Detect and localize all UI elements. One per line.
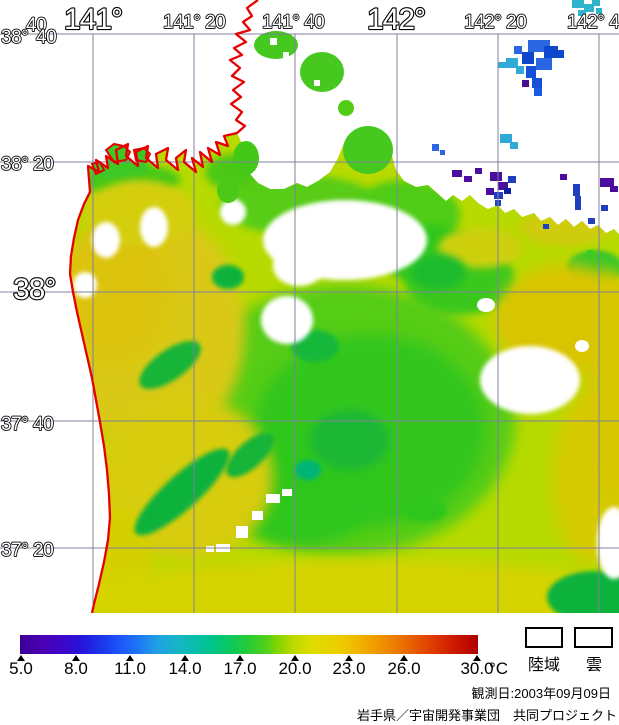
sea-color-blobs <box>70 154 619 613</box>
lon-label-142: 142° <box>367 3 425 36</box>
legend-swatch-land <box>525 627 563 648</box>
lat-labels: 40 38° 40 38° 20 38° 37° 40 37° 20 <box>0 14 57 562</box>
colorbar-tick-marker <box>72 655 80 661</box>
cloud-holes <box>73 199 619 579</box>
legend-label-cloud: 雲 <box>585 657 603 674</box>
colorbar-tick-marker <box>473 655 481 661</box>
colorbar-tick-label: 5.0 <box>9 659 33 678</box>
coastline <box>68 0 259 614</box>
colorbar-tick-label: 17.0 <box>223 659 257 678</box>
credit-line: 岩手県／宇宙開発事業団 共同プロジェクト <box>356 708 617 723</box>
lat-corner-min-upper: 40 <box>26 15 46 36</box>
lon-label-141-20: 141° 20 <box>163 12 225 33</box>
lat-corner-deg: 38° <box>1 27 28 48</box>
legend-area: 5.0 8.0 11.0 14.0 17.0 20.0 23.0 26.0 30… <box>0 613 619 725</box>
colorbar-tick-label: 11.0 <box>114 659 146 678</box>
sst-map-canvas: 141° 141° 20 141° 40 142° 142° 20 142° 4… <box>0 0 619 614</box>
lon-label-141-40: 141° 40 <box>262 12 324 33</box>
lat-label-37-20: 37° 20 <box>1 540 53 561</box>
graticule <box>0 33 619 613</box>
legend-label-land: 陸域 <box>527 657 561 674</box>
colorbar-tick-label: 14.0 <box>168 659 202 678</box>
colorbar-tick-marker <box>181 655 189 661</box>
lon-label-142-40: 142° 40 <box>567 12 619 33</box>
temperature-colorbar <box>20 635 478 654</box>
colorbar-tick-label: 23.0 <box>332 659 366 678</box>
colorbar-tick-marker <box>400 655 408 661</box>
observation-date: 観測日:2003年09月09日 <box>471 686 611 701</box>
colorbar-tick-marker <box>291 655 299 661</box>
lat-label-37-40: 37° 40 <box>1 414 53 435</box>
colorbar-tick-marker <box>345 655 353 661</box>
colorbar-tick-marker <box>236 655 244 661</box>
lat-label-38-20: 38° 20 <box>1 154 53 175</box>
colorbar-tick-label: 26.0 <box>387 659 421 678</box>
colorbar-tick-label: 8.0 <box>64 659 88 678</box>
lat-label-38: 38° <box>13 273 55 306</box>
colorbar-tick-marker <box>126 655 134 661</box>
colorbar-unit-label: °C <box>489 659 509 678</box>
colorbar-tick-label: 20.0 <box>278 659 312 678</box>
lat-corner-min: 40 <box>36 27 56 48</box>
lon-label-142-20: 142° 20 <box>464 12 526 33</box>
colorbar-tick-label: 30.0 <box>460 659 494 678</box>
lon-labels: 141° 141° 20 141° 40 142° 142° 20 142° 4… <box>63 2 619 37</box>
colorbar-tick-marker <box>17 655 25 661</box>
legend-swatch-cloud <box>574 627 613 648</box>
lon-label-141: 141° <box>64 3 122 36</box>
